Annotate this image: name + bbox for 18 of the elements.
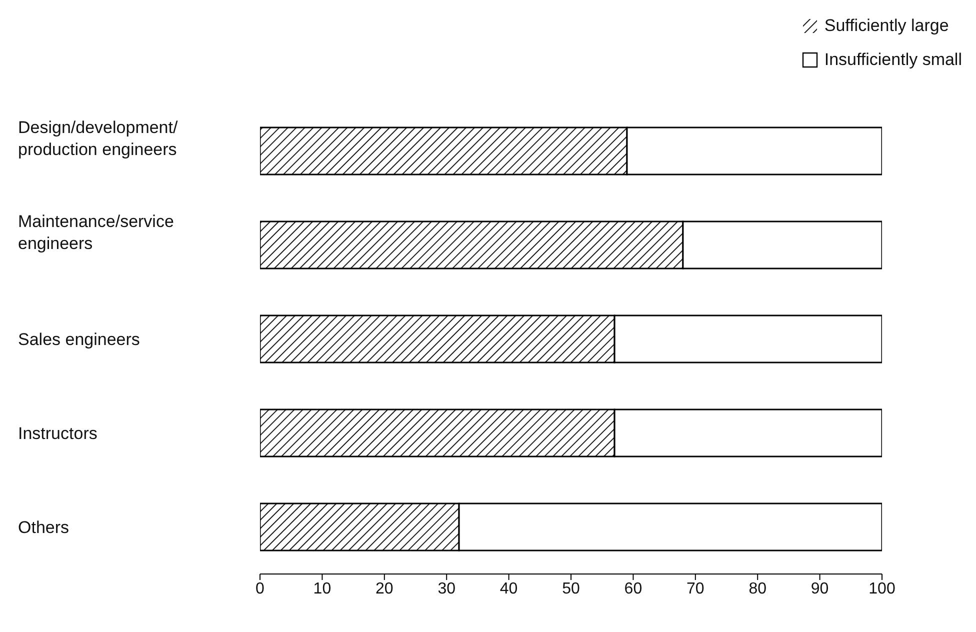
x-tick-label: 50 bbox=[562, 580, 580, 598]
x-tick-label: 10 bbox=[313, 580, 332, 598]
x-tick-label: 90 bbox=[810, 580, 829, 598]
x-tick-label: 80 bbox=[748, 580, 767, 598]
y-tick-label: Maintenance/service engineers bbox=[18, 212, 174, 253]
x-tick-label: 100 bbox=[868, 580, 896, 598]
y-tick-label: Design/development/ production engineers bbox=[18, 118, 178, 159]
y-tick-label: Others bbox=[18, 518, 70, 537]
x-tick-label: 60 bbox=[624, 580, 642, 598]
legend-label: Insufficiently small bbox=[824, 50, 962, 70]
x-tick-label: 20 bbox=[376, 580, 394, 598]
x-tick-label: 40 bbox=[500, 580, 518, 598]
x-tick-label: 0 bbox=[256, 580, 265, 598]
y-tick-label: Instructors bbox=[18, 424, 98, 443]
x-tick-label: 70 bbox=[686, 580, 704, 598]
legend-label: Sufficiently large bbox=[824, 16, 949, 36]
x-tick-label: 30 bbox=[438, 580, 456, 598]
y-tick-label: Sales engineers bbox=[18, 330, 140, 349]
